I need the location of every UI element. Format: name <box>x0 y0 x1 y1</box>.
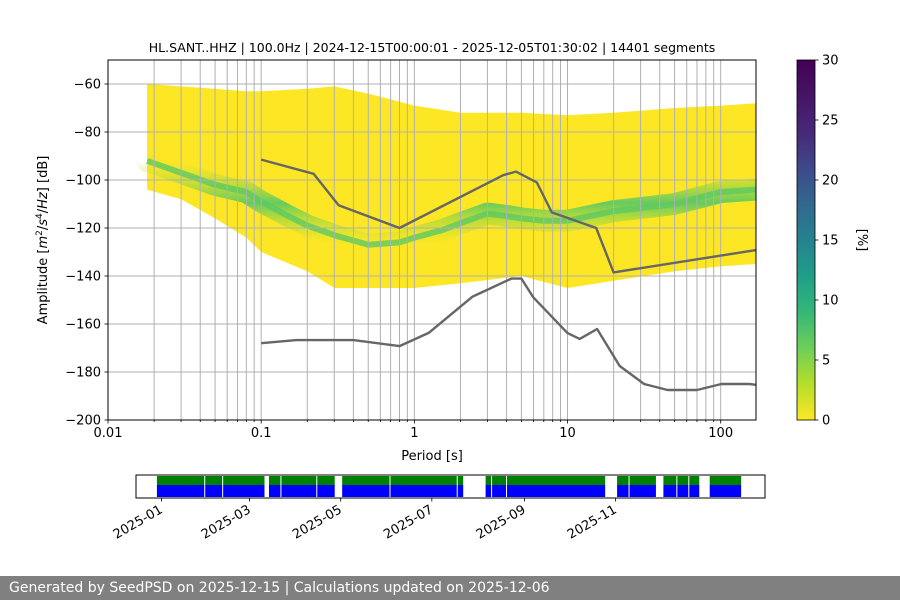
colorbar-tick-label: 30 <box>822 54 839 69</box>
psd-envelope-area <box>147 84 756 288</box>
footer-text: Generated by SeedPSD on 2025-12-15 | Cal… <box>9 580 550 596</box>
colorbar-tick-label: 20 <box>822 174 839 189</box>
x-tick-label: 0.01 <box>94 426 123 441</box>
coverage-segment-green <box>709 476 742 485</box>
colorbar <box>796 59 816 421</box>
coverage-segment-blue <box>268 485 335 497</box>
y-axis-label: Amplitude [m2/s4/Hz] [dB] <box>35 156 51 325</box>
colorbar-tick-label: 25 <box>822 114 839 129</box>
y-tick-label: −60 <box>74 78 101 93</box>
timeline-tick-label: 2025-03 <box>199 502 254 542</box>
colorbar-tick-label: 0 <box>822 414 830 429</box>
x-tick-label: 10 <box>559 426 576 441</box>
y-tick-label: −200 <box>65 414 101 429</box>
timeline-tick-label: 2025-11 <box>565 502 620 542</box>
new-high-noise-model-line <box>260 158 756 274</box>
noise-model-curves <box>260 158 756 392</box>
y-tick-label: −100 <box>65 174 101 189</box>
coverage-segment-blue <box>709 485 742 497</box>
new-low-noise-model-line <box>261 277 756 392</box>
colorbar-ticks: 0 5 10 15 20 25 30 <box>815 54 839 429</box>
colorbar-tick-label: 5 <box>822 354 830 369</box>
x-tick-label: 100 <box>708 426 733 441</box>
y-tick-label: −80 <box>74 126 101 141</box>
availability-timeline <box>156 476 742 497</box>
x-axis-ticks: 0.01 0.1 1 10 100 <box>94 420 733 441</box>
y-axis-ticks: −200 −180 −160 −140 −120 −100 −80 −60 <box>65 78 108 429</box>
x-axis-label: Period [s] <box>401 449 463 464</box>
coverage-segment-blue <box>663 485 700 497</box>
coverage-segment-green <box>485 476 606 485</box>
coverage-segment-blue <box>485 485 606 497</box>
colorbar-tick-label: 10 <box>822 294 839 309</box>
y-tick-label: −120 <box>65 222 101 237</box>
colorbar-label: [%] <box>854 229 869 252</box>
timeline-tick-label: 2025-05 <box>290 502 345 542</box>
timeline-tick-label: 2025-09 <box>474 502 529 542</box>
coverage-segment-blue <box>617 485 656 497</box>
coverage-segment-blue <box>342 485 464 497</box>
y-tick-label: −180 <box>65 366 101 381</box>
y-tick-label: −160 <box>65 318 101 333</box>
chart-title: HL.SANT..HHZ | 100.0Hz | 2024-12-15T00:0… <box>149 40 715 55</box>
x-tick-label: 1 <box>410 426 418 441</box>
colorbar-tick-label: 15 <box>822 234 839 249</box>
timeline-ticks: 2025-01 2025-03 2025-05 2025-07 2025-09 2025-… <box>111 498 620 543</box>
heatmap-layer <box>136 84 756 288</box>
coverage-segment-green <box>268 476 335 485</box>
timeline-frame <box>135 474 766 499</box>
timeline-tick-label: 2025-01 <box>111 502 166 542</box>
coverage-segment-green <box>663 476 700 485</box>
psd-figure: HL.SANT..HHZ | 100.0Hz | 2024-12-15T00:0… <box>35 40 869 543</box>
coverage-segment-green <box>617 476 656 485</box>
y-tick-label: −140 <box>65 270 101 285</box>
footer-bar: Generated by SeedPSD on 2025-12-15 | Cal… <box>0 576 900 600</box>
coverage-segment-blue <box>156 485 265 497</box>
timeline-tick-label: 2025-07 <box>381 502 436 542</box>
grid <box>108 60 756 420</box>
x-tick-label: 0.1 <box>251 426 272 441</box>
plot-frame <box>107 59 757 421</box>
coverage-segment-green <box>156 476 265 485</box>
coverage-segment-green <box>342 476 464 485</box>
